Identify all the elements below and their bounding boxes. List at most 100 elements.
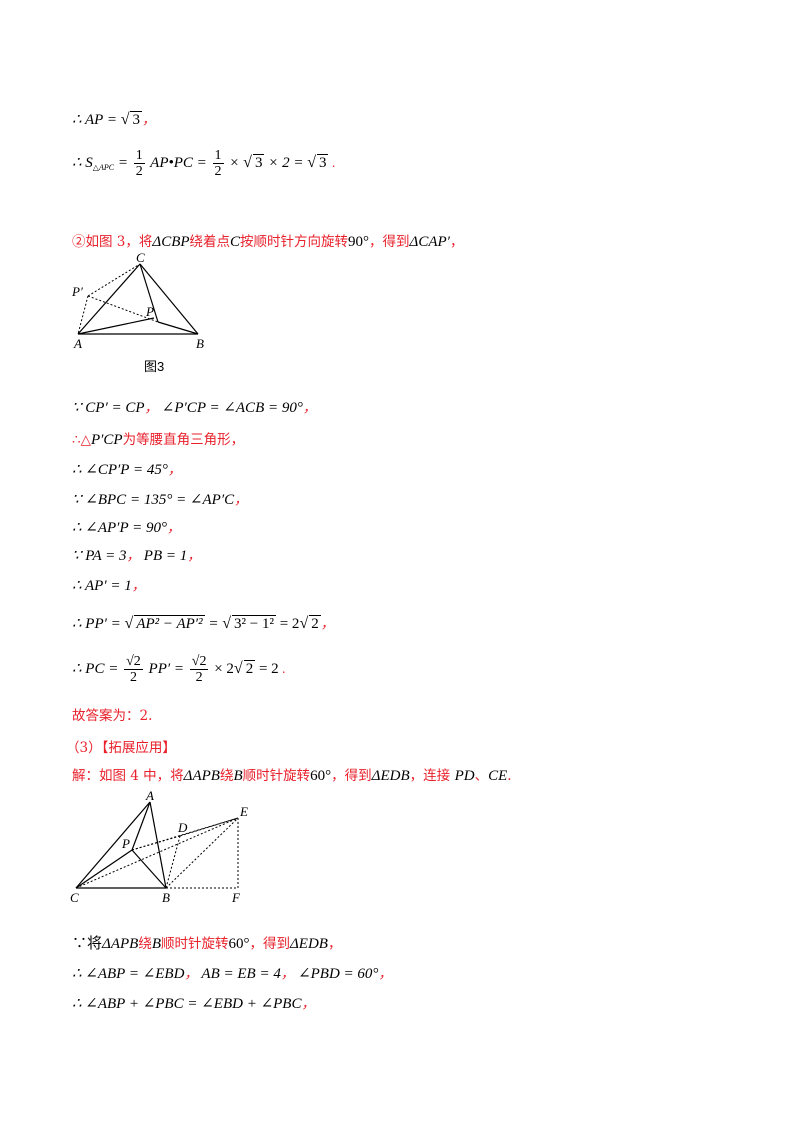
text: ，得到 xyxy=(331,768,372,784)
text: × xyxy=(229,154,244,171)
punct: ， xyxy=(378,966,392,981)
label-p-prime: P′ xyxy=(71,284,83,299)
edge-ap xyxy=(77,317,155,335)
fraction: √2 2 xyxy=(124,654,143,685)
line-angle-equal: ∴ ∠ABP = ∠EBD， AB = EB = 4， ∠PBD = 60°， xyxy=(72,962,392,983)
punct: . xyxy=(507,768,512,784)
radicand: 2 xyxy=(243,659,256,677)
denominator: 2 xyxy=(214,164,222,179)
text: 绕 xyxy=(219,768,234,784)
label-p: P xyxy=(121,836,130,851)
label-a: A xyxy=(145,790,154,803)
text: = xyxy=(114,154,132,171)
label-p: P xyxy=(145,304,154,319)
text: AB = EB = 4 xyxy=(201,966,281,982)
label-b: B xyxy=(162,890,170,905)
label-d: D xyxy=(177,820,188,835)
text: 绕 xyxy=(138,936,152,952)
math: ΔEDB xyxy=(289,936,328,952)
text: ∴ PC = xyxy=(72,660,123,677)
line-pa-pb: ∵ PA = 3， PB = 1， xyxy=(72,544,201,565)
answer-line: 故答案为：2. xyxy=(72,708,153,724)
punct: ， xyxy=(327,936,342,952)
radicand: 2 xyxy=(309,615,321,632)
text: ∴△ xyxy=(72,432,91,448)
punct: ， xyxy=(302,400,317,415)
line-because-rotation: ∵将ΔAPB绕B顺时针旋转60°，得到ΔEDB， xyxy=(72,932,341,953)
punct: ， xyxy=(184,966,198,981)
subscript: △APC xyxy=(92,162,115,172)
line-solution-intro: 解：如图 4 中，将ΔAPB绕B顺时针旋转60°，得到ΔEDB，连接 PD、CE… xyxy=(72,764,512,785)
math: 60° xyxy=(310,768,332,784)
edge-cb xyxy=(139,263,199,335)
line-isosceles: ∴△P′CP为等腰直角三角形， xyxy=(72,428,244,449)
text: ∴ ∠ABP = ∠EBD xyxy=(72,966,185,982)
dotted-ce xyxy=(75,817,239,889)
math: ΔCBP xyxy=(152,234,190,250)
edge-ca xyxy=(75,801,151,889)
text: ，得到 xyxy=(369,234,410,250)
text: PP′ = xyxy=(148,660,188,677)
line-angle-135: ∵ ∠BPC = 135° = ∠AP′C， xyxy=(72,488,248,509)
line-angle-90: ∴ ∠AP′P = 90°， xyxy=(72,516,180,537)
text: = 2 xyxy=(275,616,300,632)
label-c: C xyxy=(70,890,79,905)
figure-3-caption: 图3 xyxy=(144,359,165,374)
text: ∠PBD = 60° xyxy=(298,966,379,982)
text: 解：如图 4 中，将 xyxy=(72,768,184,784)
numerator: √2 xyxy=(124,654,143,670)
edge-pb xyxy=(157,321,199,335)
text: ∵将 xyxy=(72,936,103,952)
label-e: E xyxy=(239,804,248,819)
label-f: F xyxy=(231,890,241,905)
radicand: 3 xyxy=(316,153,329,171)
text: ∵ ∠BPC = 135° = ∠AP′C xyxy=(72,492,235,508)
math: B xyxy=(151,936,161,952)
punct: . xyxy=(332,154,336,170)
text: ，连接 xyxy=(409,768,451,784)
denominator: 2 xyxy=(129,670,137,685)
line-pp-prime: ∴ PP′ = √ AP² − AP′² = √ 3² − 1² = 2√ 2， xyxy=(72,615,335,632)
math: 60° xyxy=(228,936,250,952)
punct: ， xyxy=(131,578,146,593)
edge-ab xyxy=(149,801,167,889)
text: ∴ PP′ = xyxy=(72,616,125,632)
text: = 2 xyxy=(255,660,279,677)
dotted-cp-prime xyxy=(87,263,141,297)
math: C xyxy=(230,234,241,250)
text: ∴ ∠CP′P = 45° xyxy=(72,462,168,478)
text: × 2 = xyxy=(264,154,308,171)
line-ap-prime: ∴ AP′ = 1， xyxy=(72,574,145,595)
line-cp-equal: ∵ CP′ = CP， ∠P′CP = ∠ACB = 90°， xyxy=(72,396,316,417)
text: 按顺时针方向旋转 xyxy=(240,234,349,250)
punct: ， xyxy=(126,548,141,563)
text: ∠P′CP = ∠ACB = 90° xyxy=(161,400,303,416)
numerator: 1 xyxy=(212,148,224,164)
edge-ap xyxy=(131,801,151,851)
text: AP•PC = xyxy=(150,154,211,171)
punct: ， xyxy=(301,996,315,1011)
text: ∴ AP′ = 1 xyxy=(72,578,132,594)
text: 顺时针旋转 xyxy=(160,936,229,952)
dotted-be xyxy=(165,817,239,889)
text: 绕着点 xyxy=(189,234,231,250)
section-heading: （3）【拓展应用】 xyxy=(66,740,176,756)
radicand: 3 xyxy=(130,111,142,128)
text: × 2 xyxy=(214,660,234,677)
denominator: 2 xyxy=(195,670,203,685)
figure-3: C P′ P A B xyxy=(71,252,204,351)
text: = xyxy=(204,616,223,632)
text: ，得到 xyxy=(249,936,290,952)
math: ΔAPB xyxy=(102,936,139,952)
dotted-pe xyxy=(131,817,239,851)
punct: ， xyxy=(187,548,201,563)
punct: ， xyxy=(449,234,464,250)
dotted-bd xyxy=(165,835,181,889)
text: PB = 1 xyxy=(143,548,188,564)
text: 顺时针旋转 xyxy=(242,768,311,784)
punct: ， xyxy=(141,112,156,127)
fraction: √2 2 xyxy=(189,654,209,685)
punct: ， xyxy=(144,400,159,415)
